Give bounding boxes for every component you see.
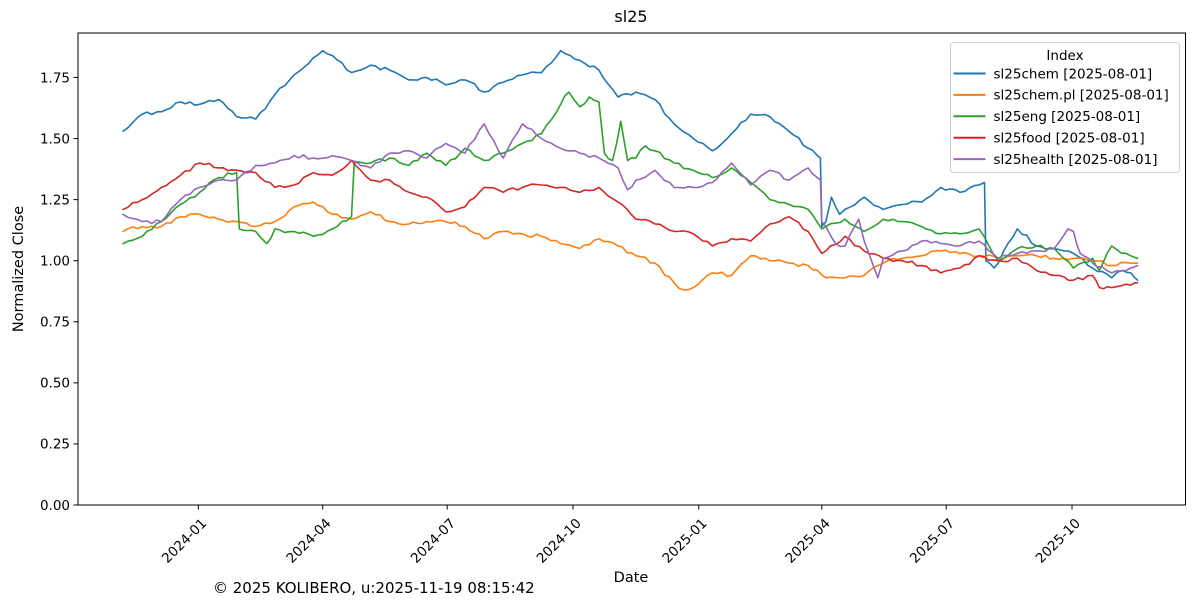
y-tick-label: 0.00 (40, 498, 70, 514)
x-tick-label: 2025-01 (659, 516, 710, 567)
x-tick-label: 2025-07 (907, 516, 958, 567)
x-tick-label: 2025-04 (782, 516, 833, 567)
series-line-sl25health (122, 123, 1139, 279)
x-tick-label: 2025-10 (1033, 516, 1084, 567)
y-tick-label: 1.75 (40, 70, 70, 86)
legend-label-sl25eng: sl25eng [2025-08-01] (994, 109, 1141, 125)
plot-border (77, 32, 1186, 506)
y-tick-label: 0.50 (40, 376, 70, 392)
legend-box (950, 42, 1180, 173)
legend-item-sl25health: sl25health [2025-08-01] (953, 152, 1158, 168)
legend-label-sl25food: sl25food [2025-08-01] (994, 131, 1145, 147)
x-tick-label: 2024-10 (534, 516, 585, 567)
legend-item-sl25chem-pl: sl25chem.pl [2025-08-01] (953, 88, 1169, 104)
chart-title: sl25 (614, 7, 647, 26)
y-tick-label: 0.25 (40, 437, 70, 453)
y-tick-label: 1.50 (40, 131, 70, 147)
legend-label-sl25chem: sl25chem [2025-08-01] (994, 66, 1153, 82)
series-line-sl25eng (122, 91, 1139, 272)
series-line-sl25chem-pl (122, 201, 1139, 291)
legend-label-sl25chem-pl: sl25chem.pl [2025-08-01] (994, 88, 1169, 104)
y-tick-label: 1.25 (40, 192, 70, 208)
x-axis-label: Date (614, 570, 649, 586)
y-tick-label: 0.75 (40, 315, 70, 331)
legend-label-sl25health: sl25health [2025-08-01] (994, 152, 1158, 168)
legend: Index sl25chem [2025-08-01] sl25chem.pl [2… (950, 42, 1180, 173)
plot-area (77, 32, 1186, 506)
legend-title: Index (1046, 48, 1083, 64)
x-tick-label: 2024-01 (159, 516, 210, 567)
y-axis-label: Normalized Close (11, 206, 27, 332)
legend-item-sl25chem: sl25chem [2025-08-01] (953, 66, 1153, 82)
legend-item-sl25food: sl25food [2025-08-01] (953, 131, 1145, 147)
series-line-sl25chem (122, 49, 1139, 281)
x-tick-label: 2024-07 (408, 516, 459, 567)
series-lines (122, 49, 1139, 291)
legend-item-sl25eng: sl25eng [2025-08-01] (953, 109, 1141, 125)
footer-watermark: © 2025 KOLIBERO, u:2025-11-19 08:15:42 (213, 579, 535, 597)
series-line-sl25food (122, 159, 1139, 290)
y-axis: 0.00 0.25 0.50 0.75 1.00 1.25 1.50 1.75 (40, 70, 78, 514)
y-tick-label: 1.00 (40, 253, 70, 269)
x-tick-label: 2024-04 (283, 516, 334, 567)
x-axis: 2024-01 2024-04 2024-07 2024-10 2025-01 2025-… (159, 505, 1084, 567)
